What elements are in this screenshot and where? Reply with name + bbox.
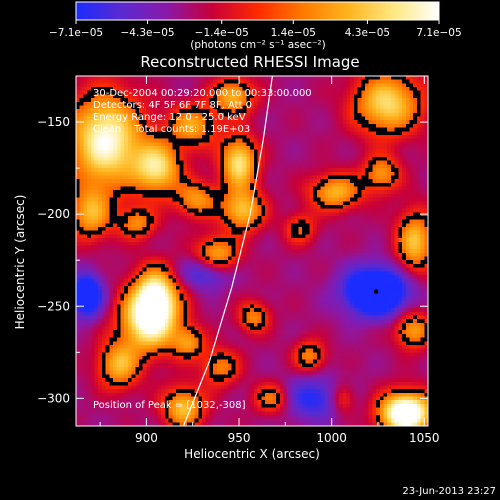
x-tick-labels: 900 950 1000 1050 [135, 431, 440, 445]
y-tick-label: −200 [37, 207, 70, 221]
annotation-detectors: Detectors: 4F 5F 6F 7F 8F, Att 0 [93, 100, 252, 111]
colorbar-ticks [75, 20, 440, 24]
annotation-time-range: 30-Dec-2004 00:29:20.000 to 00:33:00.000 [93, 88, 312, 99]
colorbar-tick-label: 1.4e−05 [271, 27, 316, 39]
y-tick-labels: −150 −200 −250 −300 [37, 115, 70, 405]
plot-area [75, 75, 429, 427]
y-tick-label: −250 [37, 299, 70, 313]
y-tick-label: −150 [37, 115, 70, 129]
colorbar-tick-label: −7.1e−05 [49, 27, 103, 39]
colorbar-tick-label: −1.4e−05 [195, 27, 249, 39]
colorbar-tick-labels: −7.1e−05 −4.3e−05 −1.4e−05 1.4e−05 4.3e−05 7.… [49, 27, 462, 39]
annotation-energy-range: Energy Range: 12.0 - 25.0 keV [93, 112, 246, 123]
y-axis-label: Heliocentric Y (arcsec) [13, 195, 27, 330]
solar-limb-curve [182, 75, 273, 427]
colorbar-tick-label: −4.3e−05 [121, 27, 175, 39]
render-timestamp: 23-Jun-2013 23:27 [402, 486, 496, 497]
x-tick-label: 1050 [409, 431, 440, 445]
chart-title: Reconstructed RHESSI Image [140, 53, 359, 71]
colorbar-tick-label: 7.1e−05 [416, 27, 461, 39]
y-tick-label: −300 [37, 391, 70, 405]
x-tick-label: 900 [135, 431, 158, 445]
colorbar [75, 1, 440, 21]
heatmap-image [76, 76, 428, 426]
annotation-clean-counts: Clean Total counts: 1.19E+03 [93, 124, 250, 135]
peak-marker [373, 289, 379, 294]
x-tick-label: 950 [228, 431, 251, 445]
plot-frame [75, 75, 429, 427]
colorbar-unit-label: (photons cm⁻² s⁻¹ asec⁻²) [190, 39, 325, 51]
axis-ticks [76, 75, 428, 426]
annotation-peak-position: Position of Peak = [1032,-308] [93, 400, 246, 411]
x-axis-label: Heliocentric X (arcsec) [184, 447, 320, 461]
x-tick-label: 1000 [316, 431, 347, 445]
colorbar-tick-label: 4.3e−05 [345, 27, 390, 39]
